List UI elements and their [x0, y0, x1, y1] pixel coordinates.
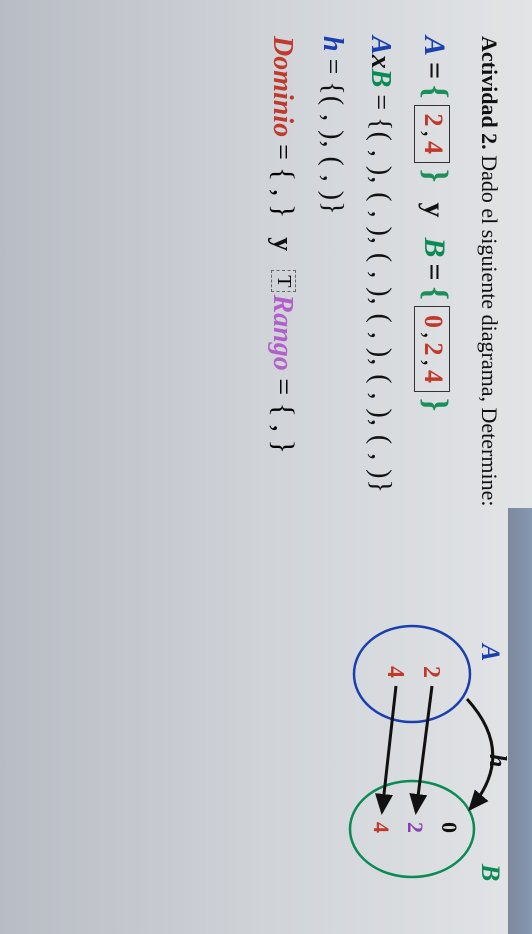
b-variable: B	[417, 237, 451, 257]
h-eq: =	[317, 52, 348, 82]
dominio-rango-line: Dominio = { , } y TRango = { , }	[266, 36, 300, 898]
b-values-box: 0 , 2 , 4	[414, 306, 450, 392]
diagram-a-label: A	[476, 642, 505, 661]
brace-open-b: {	[416, 287, 454, 300]
t-cursor-box: T	[271, 270, 296, 292]
a-val-0: 2	[418, 114, 448, 127]
dom-eq: =	[267, 137, 298, 167]
b-val-0: 0	[418, 315, 448, 328]
set-a-ellipse	[354, 626, 470, 722]
worksheet-page: Actividad 2. Dado el siguiente diagrama,…	[0, 0, 532, 934]
diagram-b-label: B	[476, 863, 505, 881]
y-separator-1: y	[417, 202, 451, 217]
axb-eq: =	[365, 87, 396, 117]
b-comma-1: ,	[418, 332, 448, 339]
a-val-1: 4	[418, 141, 448, 154]
b-elem-0: 0	[437, 822, 462, 833]
eq-1: =	[417, 62, 451, 79]
rango-body: = { , }	[267, 371, 300, 454]
mapping-diagram: A B h 2 4 0 2 4	[342, 604, 512, 904]
arrow-2-2	[416, 686, 432, 812]
a-variable: A	[417, 36, 451, 56]
a-values-box: 2 , 4	[414, 105, 450, 164]
rango-label: Rango	[267, 294, 298, 370]
h-variable: h	[317, 36, 348, 52]
activity-label: Actividad 2.	[477, 36, 502, 150]
brace-close-a: }	[416, 169, 454, 182]
diagram-h-label: h	[484, 754, 510, 767]
brace-close-b: }	[416, 398, 454, 411]
a-comma: ,	[418, 131, 448, 138]
b-val-1: 2	[418, 342, 448, 355]
b-comma-2: ,	[418, 359, 448, 366]
taskbar-strip	[508, 508, 532, 934]
arrow-4-4	[382, 686, 396, 812]
a-elem-2: 2	[418, 666, 444, 678]
axb-body: {( , ), ( , ), ( , ), ( , ), ( , ), ( , …	[365, 117, 396, 494]
axb-label: AxB	[365, 36, 396, 87]
a-elem-4: 4	[382, 666, 408, 678]
b-val-2: 4	[418, 370, 448, 383]
activity-rest: Dado el siguiente diagrama, Determine:	[477, 150, 502, 507]
y-separator-2: y	[267, 237, 298, 251]
dom-body: { , }	[267, 167, 300, 218]
b-elem-4: 4	[369, 822, 394, 833]
dominio-label: Dominio	[267, 36, 298, 137]
brace-open-a: {	[416, 85, 454, 98]
b-elem-2: 2	[403, 822, 428, 833]
eq-2: =	[417, 263, 451, 280]
h-body: {( , ), ( , )}	[317, 81, 348, 215]
